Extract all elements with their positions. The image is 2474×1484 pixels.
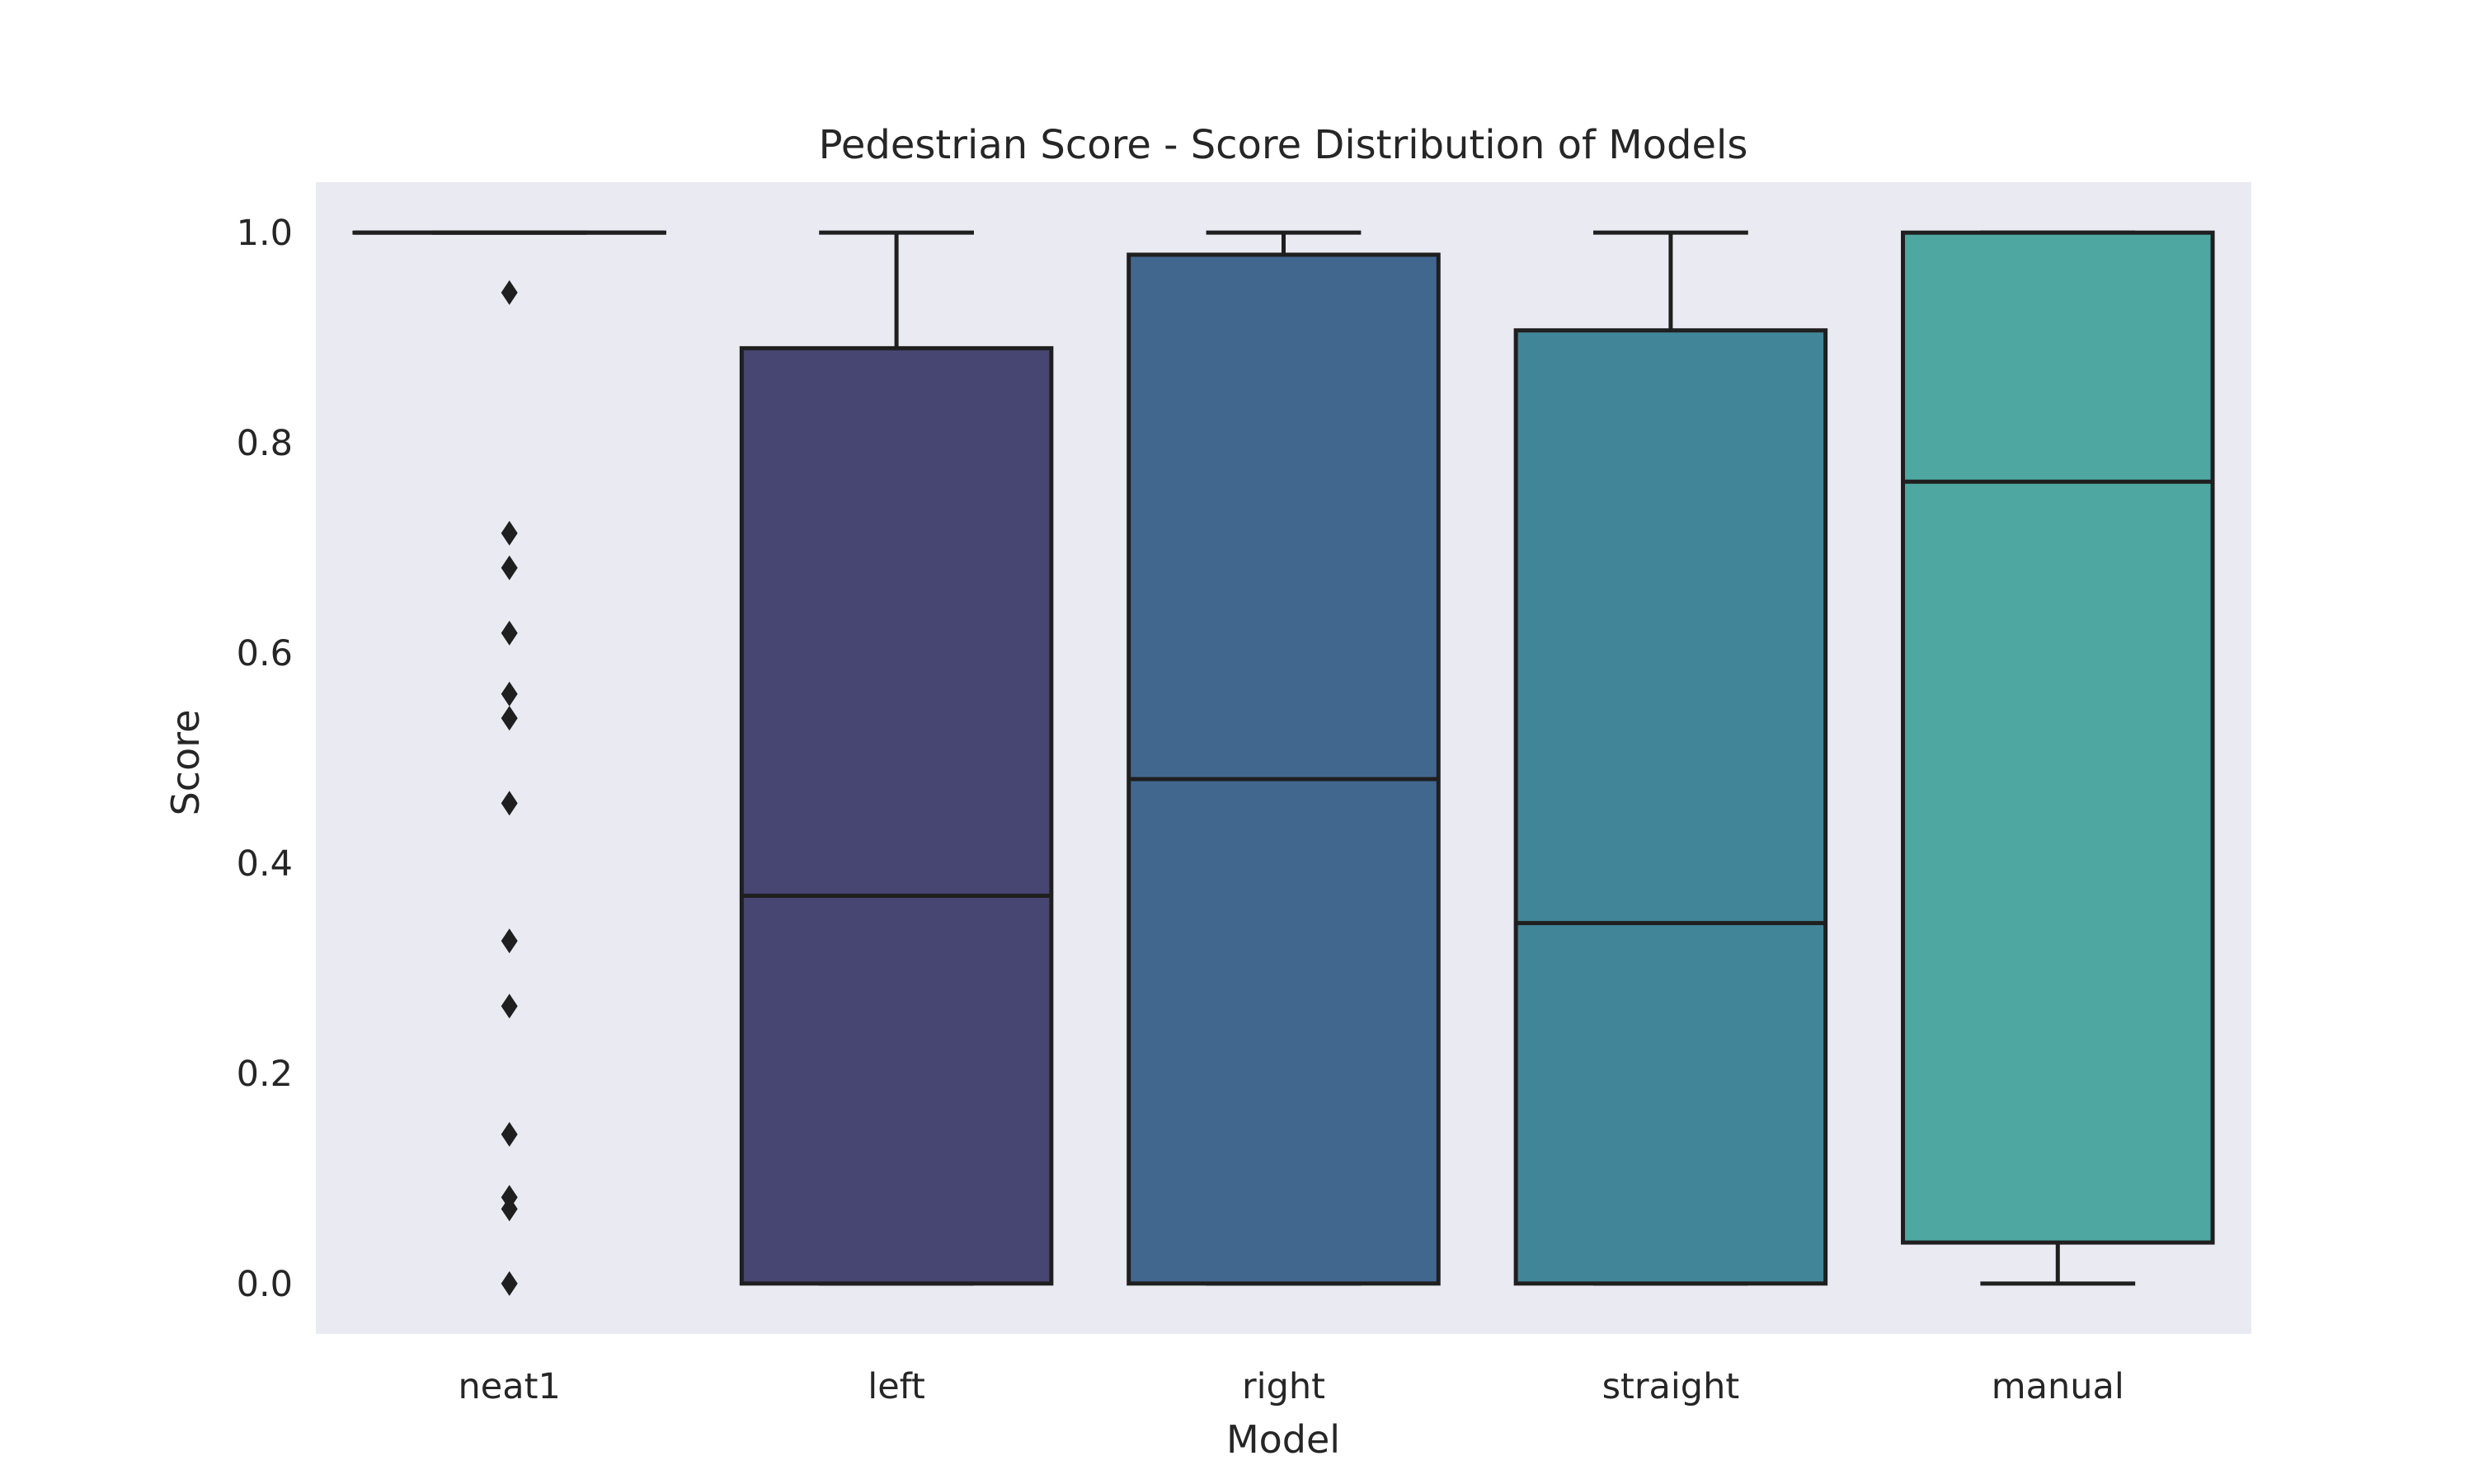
outlier-point — [501, 681, 518, 707]
x-tick-label: manual — [1992, 1366, 2124, 1407]
x-axis-label: Model — [1226, 1417, 1340, 1462]
y-tick-label: 0.2 — [237, 1054, 293, 1095]
box-body — [1901, 230, 2215, 1245]
box-manual — [1901, 230, 2215, 1286]
outlier-point — [501, 993, 518, 1019]
box-straight — [1513, 230, 1828, 1286]
y-tick-label: 0.6 — [237, 633, 293, 674]
outlier-point — [501, 1121, 518, 1147]
y-tick-label: 0.0 — [237, 1264, 293, 1305]
y-tick-label: 1.0 — [237, 213, 293, 254]
box-right — [1126, 230, 1441, 1286]
outlier-point — [501, 620, 518, 646]
x-tick-label: neat1 — [459, 1366, 561, 1407]
outlier-point — [501, 706, 518, 731]
box-body — [739, 345, 1054, 1286]
y-tick-label: 0.4 — [237, 843, 293, 885]
outlier-point — [501, 520, 518, 546]
outlier-point — [501, 1270, 518, 1296]
y-tick-label: 0.8 — [237, 423, 293, 464]
y-axis-label: Score — [163, 710, 208, 816]
x-axis-ticks: neat1 left right straight manual — [459, 1366, 2124, 1407]
x-tick-label: left — [868, 1366, 925, 1407]
x-tick-label: right — [1242, 1366, 1325, 1407]
box-body — [1513, 328, 1828, 1286]
chart-title: Pedestrian Score - Score Distribution of… — [819, 122, 1748, 168]
box-left — [739, 230, 1054, 1286]
x-tick-label: straight — [1602, 1366, 1740, 1407]
outlier-point — [501, 555, 518, 580]
outlier-point — [501, 928, 518, 954]
outlier-point — [501, 279, 518, 305]
box-body — [1126, 252, 1441, 1286]
box-neat1 — [352, 230, 666, 1296]
boxes-layer — [352, 230, 2215, 1296]
outlier-point — [501, 1196, 518, 1222]
outlier-point — [501, 791, 518, 816]
y-axis-ticks: 0.0 0.2 0.4 0.6 0.8 1.0 — [237, 213, 293, 1305]
